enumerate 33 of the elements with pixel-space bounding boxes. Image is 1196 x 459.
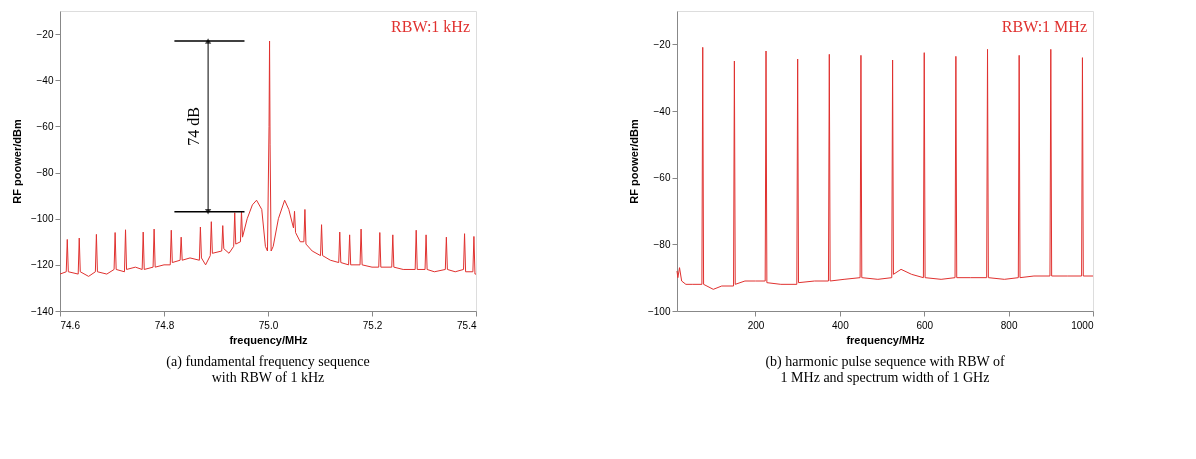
x-tick-label: 75.0	[258, 319, 279, 331]
y-tick-label: −40	[653, 105, 671, 117]
y-tick-label: −80	[36, 167, 54, 179]
y-tick-label: −100	[30, 213, 54, 225]
y-tick-label: −60	[653, 172, 671, 184]
text: (a) fundamental frequency sequence with RBW of 1 kHz	[166, 354, 370, 385]
y-tick-label: −100	[647, 305, 671, 317]
x-tick-label: 600	[916, 319, 934, 331]
x-tick-label: 74.8	[154, 319, 175, 331]
x-axis-title: frequency/MHz	[229, 333, 309, 346]
x-axis-title: frequency/MHz	[846, 333, 926, 346]
x-tick-label: 800	[1000, 319, 1018, 331]
x-tick-label: 1000	[1071, 319, 1094, 331]
y-tick-label: −80	[653, 238, 671, 250]
y-tick-label: −60	[36, 120, 54, 132]
y-tick-label: −120	[30, 259, 54, 271]
annotation: RBW:1 kHz	[391, 18, 470, 35]
annotation: 74 dB	[185, 107, 203, 146]
annotation: RBW:1 MHz	[1001, 18, 1087, 35]
y-tick-label: −20	[36, 28, 54, 40]
x-tick-label: 75.4	[457, 319, 477, 331]
line-series	[676, 46, 1094, 290]
y-axis-title: RF poower/dBm	[10, 119, 23, 204]
y-tick-label: −20	[653, 38, 671, 50]
y-axis-title: RF poower/dBm	[627, 119, 640, 204]
line-series	[59, 40, 477, 277]
text: (b) harmonic pulse sequence with RBW of 1 MHz and spectrum width of 1 GHz	[765, 354, 1005, 385]
x-tick-label: 200	[747, 319, 765, 331]
x-tick-label: 400	[832, 319, 850, 331]
x-tick-label: 75.2	[362, 319, 383, 331]
x-tick-label: 74.6	[60, 319, 81, 331]
y-tick-label: −40	[36, 74, 54, 86]
y-tick-label: −140	[30, 305, 54, 317]
